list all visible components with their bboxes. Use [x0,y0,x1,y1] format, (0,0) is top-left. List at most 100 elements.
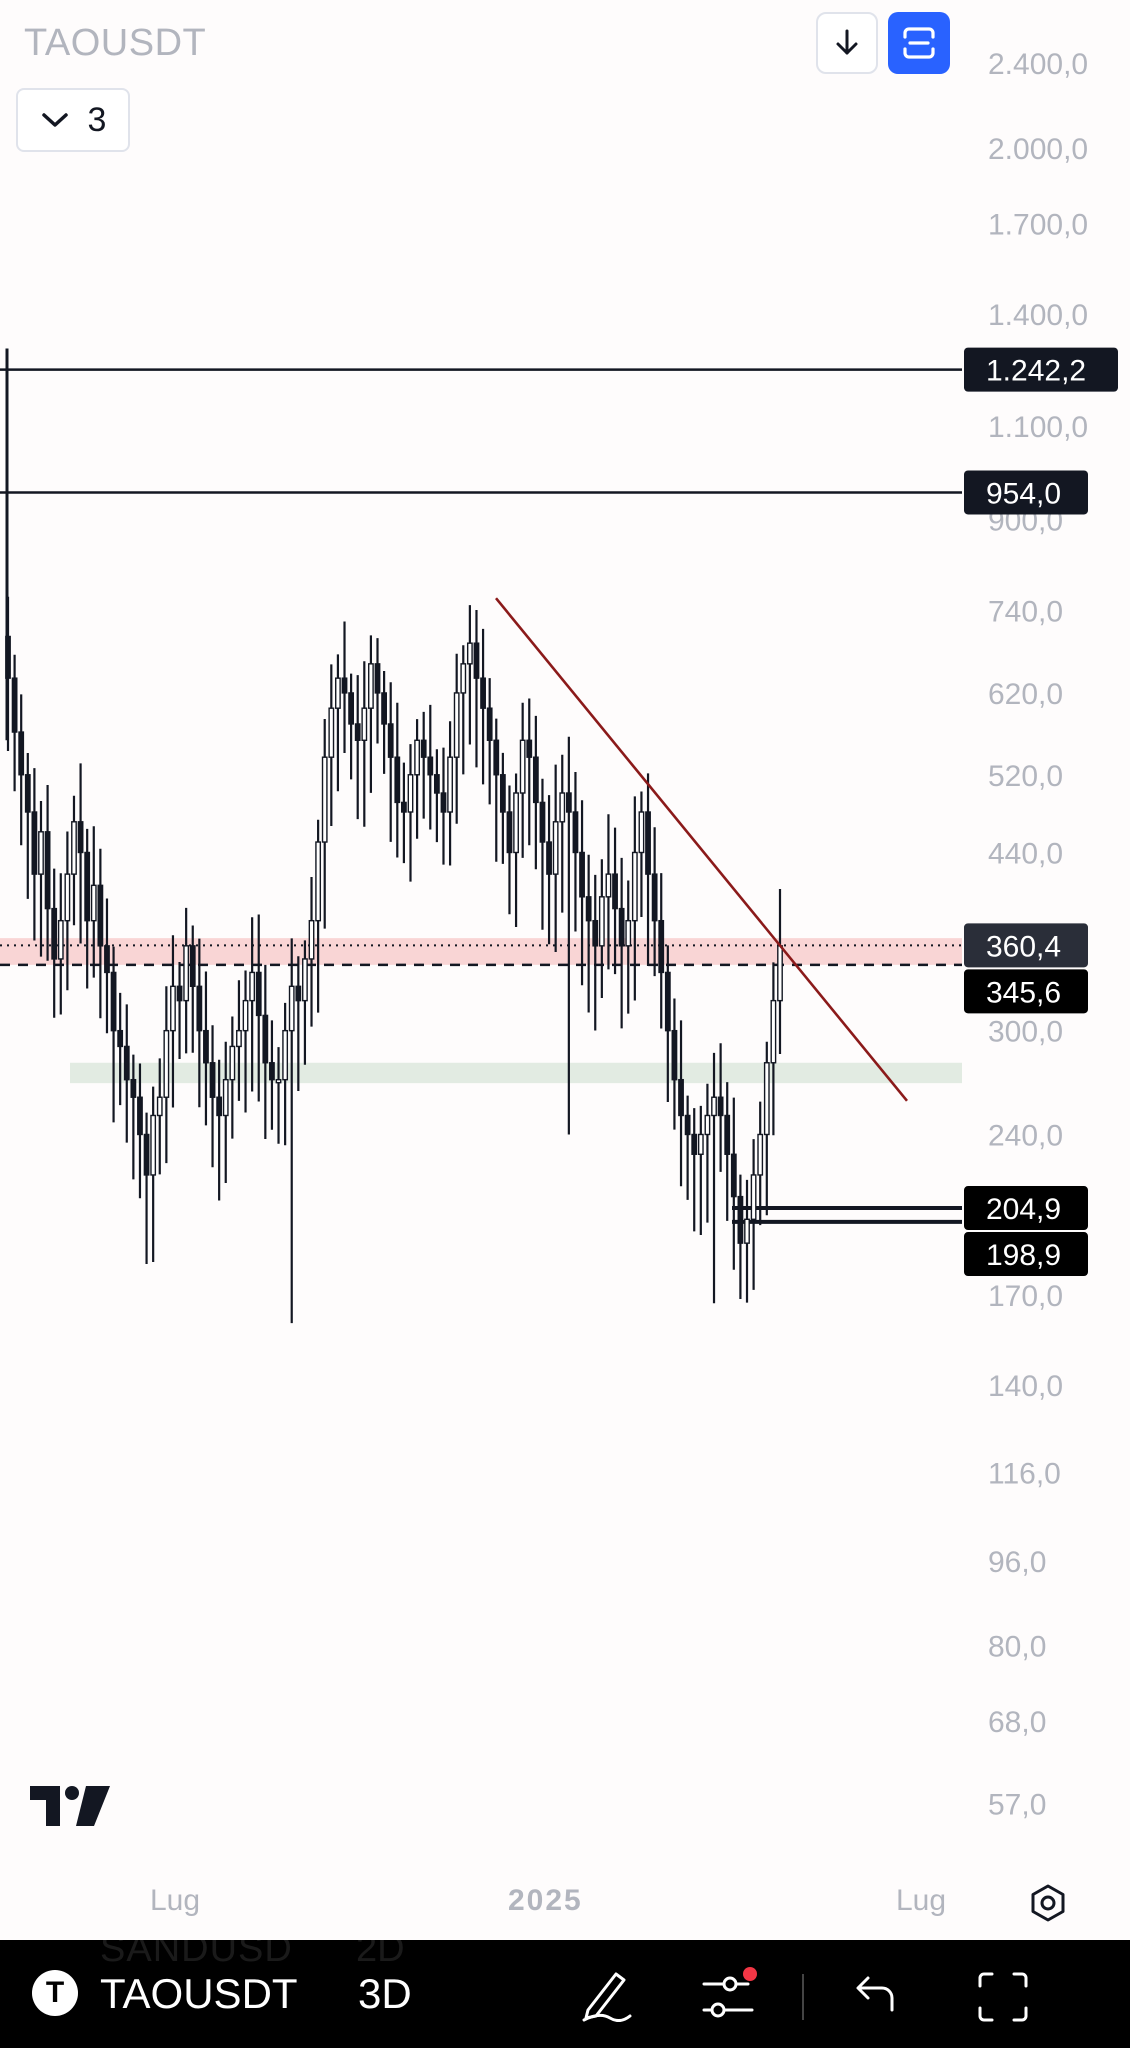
drawing-pencil-icon[interactable] [580,1966,632,2022]
candle-body [64,873,71,922]
candle-body [341,677,348,694]
candle-body [585,896,592,922]
legend-collapse-toggle[interactable]: 3 [16,88,130,152]
candle [222,1041,229,1184]
candle [216,1059,223,1201]
symbol-search-button[interactable]: TAOUSDT [100,1970,298,2017]
candle [618,857,625,1029]
fullscreen-icon[interactable] [976,1970,1030,2024]
candle-body [368,663,374,709]
candle-body [288,985,295,1032]
undo-arrow-icon[interactable] [852,1972,898,2016]
candle-body [664,971,671,1032]
candle [433,749,440,843]
candle-body [11,677,18,733]
candle-body [645,811,651,875]
candle [730,1097,737,1270]
indicators-sliders-icon[interactable] [700,1966,760,2026]
candle-body [84,851,91,922]
candle [499,752,506,864]
candle [473,610,480,768]
candle [11,654,18,792]
candle-body [480,677,486,709]
candle [526,698,533,846]
candle [440,747,447,865]
candle [506,785,513,915]
candle [559,754,566,913]
candle [407,744,414,882]
candle-body [236,1029,242,1048]
time-axis-label-jul-1: Lug [150,1884,201,1917]
candle-body [130,1078,137,1098]
candle [170,935,176,1108]
candle [480,628,486,785]
candle-body [506,811,513,854]
y-tick-label: 300,0 [988,1016,1063,1049]
candle [552,764,559,953]
candles-layer [5,348,783,1324]
candle [282,1002,289,1146]
symbol-logo-icon[interactable]: T [32,1970,78,2016]
candle-body [90,884,97,922]
candle [651,827,658,977]
candle-body [5,635,11,679]
candle-body [335,677,341,709]
candle [486,678,493,805]
candle-body [150,1114,157,1176]
candle-body [433,774,440,794]
price-axis-label-text: 954,0 [986,477,1061,510]
candle-body [592,919,599,947]
candle-body [519,739,526,794]
candle-body [453,692,460,758]
price-chart[interactable]: 2.400,02.000,01.700,01.400,01.100,0900,0… [0,0,1130,1940]
candle-body [381,692,388,725]
candle-body [579,851,585,898]
candle-body [44,831,51,910]
candle-body [97,884,104,947]
ghost-symbol-text: SANDUSD [100,1940,293,1970]
candle [335,654,341,792]
candle [400,762,407,864]
candle [737,1174,744,1299]
chart-settings-icon[interactable] [1028,1883,1068,1923]
candle-body [532,756,539,804]
candle-body [763,1062,770,1136]
autoscale-icon [903,27,935,59]
candle [605,814,612,970]
scroll-to-realtime-button[interactable] [816,12,878,74]
price-axis-label-bg [964,1186,1088,1231]
y-tick-label: 520,0 [988,760,1063,793]
candle-body [730,1153,737,1198]
candle [130,1054,137,1180]
candle-body [183,945,190,1002]
autoscale-button[interactable] [888,12,950,74]
chart-symbol-title: TAOUSDT [24,22,207,64]
tradingview-logo-icon [30,1786,110,1826]
price-axis-label-bg [964,969,1088,1014]
candle-body [170,985,176,1032]
candle [565,736,572,1135]
y-tick-label: 57,0 [988,1788,1046,1821]
candle [110,946,117,1123]
candle-body [348,692,355,725]
candle [460,645,467,775]
y-tick-label: 96,0 [988,1546,1046,1579]
candle-body [295,985,302,1002]
candle-body [513,792,519,854]
candle-body [777,945,783,1002]
candle-body [414,739,420,776]
candle [71,795,77,926]
interval-button[interactable]: 3D [358,1970,412,2017]
candle-body [71,821,77,875]
candle [658,873,665,1029]
candle-body [176,985,183,1002]
price-axis-label-2: 954,0 [964,470,1088,515]
candle [196,938,203,1108]
candle-body [31,811,38,875]
candle-body [308,919,315,960]
candle [532,715,539,870]
y-tick-label: 80,0 [988,1631,1046,1664]
candle-body [618,907,625,947]
candle [414,719,420,839]
y-tick-label: 2.000,0 [988,133,1088,166]
